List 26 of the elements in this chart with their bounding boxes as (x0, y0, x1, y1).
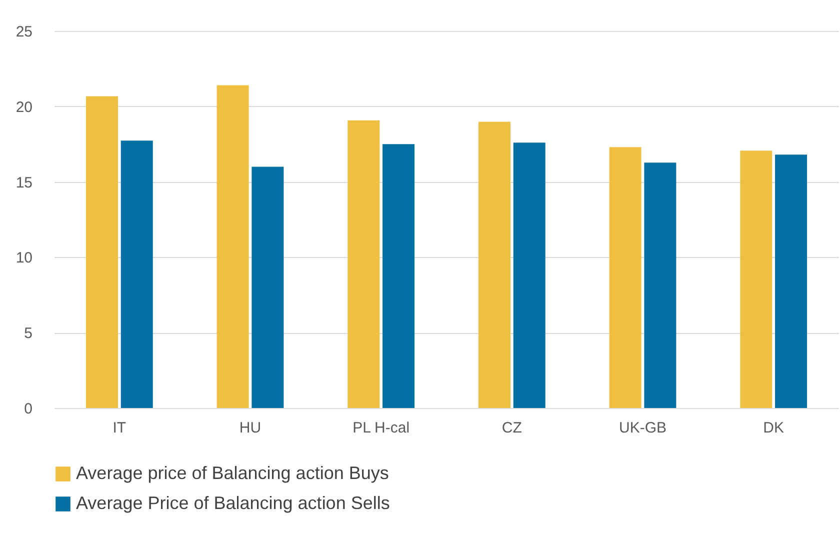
bar (252, 166, 284, 408)
x-tick-label: PL H-cal (352, 420, 410, 436)
bar (382, 144, 415, 408)
bar (740, 150, 772, 408)
x-tick-label: CZ (502, 420, 522, 436)
bar (644, 162, 676, 408)
y-tick-label: 15 (16, 174, 32, 192)
y-tick-label: 10 (16, 250, 32, 267)
bar (513, 142, 546, 408)
y-tick-label: 0 (24, 400, 32, 418)
bar (216, 85, 249, 408)
y-tick-label: 25 (16, 24, 32, 40)
x-tick-label: IT (112, 420, 126, 436)
y-tick-label: 20 (16, 98, 32, 116)
y-tick-label: 5 (24, 325, 32, 342)
bar (86, 96, 118, 408)
bar (609, 147, 642, 408)
legend-label: Average price of Balancing action Buys (76, 463, 389, 483)
bar (348, 120, 380, 408)
bar (120, 140, 153, 408)
x-tick-label: HU (239, 420, 262, 436)
bar (775, 154, 808, 408)
legend-label: Average Price of Balancing action Sells (76, 493, 390, 513)
bar (478, 122, 510, 408)
x-tick-label: UK-GB (618, 420, 667, 436)
x-tick-label: DK (763, 420, 784, 436)
